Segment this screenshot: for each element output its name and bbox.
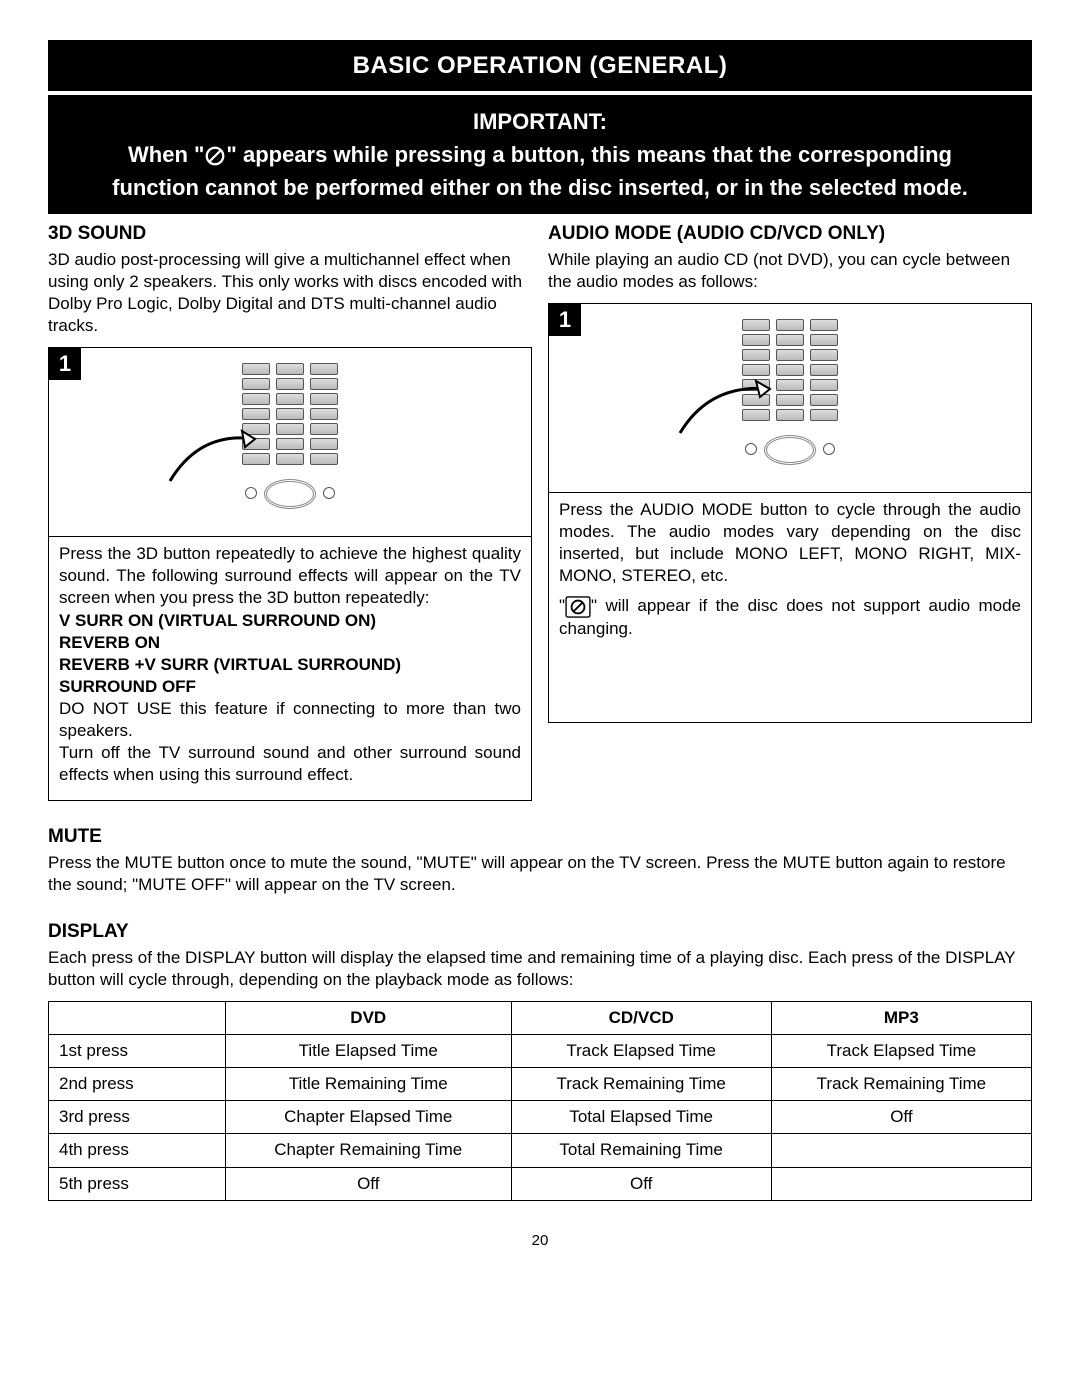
prohibit-icon bbox=[565, 596, 591, 618]
table-cell bbox=[771, 1134, 1031, 1167]
table-row: 1st pressTitle Elapsed TimeTrack Elapsed… bbox=[49, 1035, 1032, 1068]
table-header: MP3 bbox=[771, 1002, 1031, 1035]
remote-diagram-right bbox=[730, 316, 850, 475]
page-title-band: BASIC OPERATION (GENERAL) bbox=[48, 40, 1032, 91]
table-cell: Total Remaining Time bbox=[511, 1134, 771, 1167]
important-label: IMPORTANT: bbox=[473, 105, 607, 138]
figure-audio-mode: 1 bbox=[548, 303, 1032, 493]
table-header: DVD bbox=[225, 1002, 511, 1035]
table-cell: Off bbox=[511, 1167, 771, 1200]
intro-audio-mode: While playing an audio CD (not DVD), you… bbox=[548, 249, 1032, 293]
table-cell: Title Elapsed Time bbox=[225, 1035, 511, 1068]
table-row: 4th pressChapter Remaining TimeTotal Rem… bbox=[49, 1134, 1032, 1167]
display-section: DISPLAY Each press of the DISPLAY button… bbox=[48, 920, 1032, 1200]
desc-left-p2: DO NOT USE this feature if connecting to… bbox=[59, 699, 521, 740]
table-row: 3rd pressChapter Elapsed TimeTotal Elaps… bbox=[49, 1101, 1032, 1134]
two-column-layout: 3D SOUND 3D audio post-processing will g… bbox=[48, 222, 1032, 801]
important-text-post: " appears while pressing a button, this … bbox=[112, 142, 968, 200]
prohibit-icon bbox=[204, 145, 226, 167]
mute-text: Press the MUTE button once to mute the s… bbox=[48, 852, 1032, 896]
table-cell: Track Remaining Time bbox=[771, 1068, 1031, 1101]
desc-box-right: Press the AUDIO MODE button to cycle thr… bbox=[548, 493, 1032, 723]
mode-vsurr: V SURR ON (VIRTUAL SURROUND ON) bbox=[59, 611, 376, 630]
display-table: DVDCD/VCDMP3 1st pressTitle Elapsed Time… bbox=[48, 1001, 1032, 1201]
desc-right-p2-post: " will appear if the disc does not suppo… bbox=[559, 596, 1021, 638]
mode-reverb-vsurr: REVERB +V SURR (VIRTUAL SURROUND) bbox=[59, 655, 401, 674]
desc-left-p3: Turn off the TV surround sound and other… bbox=[59, 743, 521, 784]
mode-reverb: REVERB ON bbox=[59, 633, 160, 652]
heading-audio-mode: AUDIO MODE (AUDIO CD/VCD ONLY) bbox=[548, 222, 1032, 247]
table-cell: Track Elapsed Time bbox=[511, 1035, 771, 1068]
step-number-right: 1 bbox=[549, 304, 581, 336]
remote-diagram-left bbox=[230, 360, 350, 519]
desc-box-left: Press the 3D button repeatedly to achiev… bbox=[48, 537, 532, 801]
mode-surround-off: SURROUND OFF bbox=[59, 677, 196, 696]
heading-3d-sound: 3D SOUND bbox=[48, 222, 532, 247]
table-cell: 4th press bbox=[49, 1134, 226, 1167]
heading-mute: MUTE bbox=[48, 825, 1032, 850]
table-header: CD/VCD bbox=[511, 1002, 771, 1035]
table-cell: Chapter Elapsed Time bbox=[225, 1101, 511, 1134]
right-column: AUDIO MODE (AUDIO CD/VCD ONLY) While pla… bbox=[548, 222, 1032, 801]
table-cell: Off bbox=[771, 1101, 1031, 1134]
mute-section: MUTE Press the MUTE button once to mute … bbox=[48, 825, 1032, 896]
table-cell: 5th press bbox=[49, 1167, 226, 1200]
table-cell: 2nd press bbox=[49, 1068, 226, 1101]
page-title: BASIC OPERATION (GENERAL) bbox=[353, 52, 728, 79]
table-cell: 3rd press bbox=[49, 1101, 226, 1134]
table-cell: 1st press bbox=[49, 1035, 226, 1068]
table-row: 2nd pressTitle Remaining TimeTrack Remai… bbox=[49, 1068, 1032, 1101]
desc-right-p1: Press the AUDIO MODE button to cycle thr… bbox=[559, 500, 1021, 585]
table-row: 5th pressOffOff bbox=[49, 1167, 1032, 1200]
table-cell: Chapter Remaining Time bbox=[225, 1134, 511, 1167]
important-band: IMPORTANT: When "" appears while pressin… bbox=[48, 95, 1032, 214]
table-cell: Title Remaining Time bbox=[225, 1068, 511, 1101]
table-cell bbox=[771, 1167, 1031, 1200]
display-text: Each press of the DISPLAY button will di… bbox=[48, 947, 1032, 991]
desc-left-p1: Press the 3D button repeatedly to achiev… bbox=[59, 544, 521, 607]
step-number-left: 1 bbox=[49, 348, 81, 380]
table-cell: Track Elapsed Time bbox=[771, 1035, 1031, 1068]
left-column: 3D SOUND 3D audio post-processing will g… bbox=[48, 222, 532, 801]
table-cell: Track Remaining Time bbox=[511, 1068, 771, 1101]
figure-3d-sound: 1 bbox=[48, 347, 532, 537]
page-number: 20 bbox=[48, 1231, 1032, 1251]
heading-display: DISPLAY bbox=[48, 920, 1032, 945]
important-text-pre: When " bbox=[128, 142, 204, 167]
table-cell: Off bbox=[225, 1167, 511, 1200]
intro-3d-sound: 3D audio post-processing will give a mul… bbox=[48, 249, 532, 337]
table-header bbox=[49, 1002, 226, 1035]
table-cell: Total Elapsed Time bbox=[511, 1101, 771, 1134]
